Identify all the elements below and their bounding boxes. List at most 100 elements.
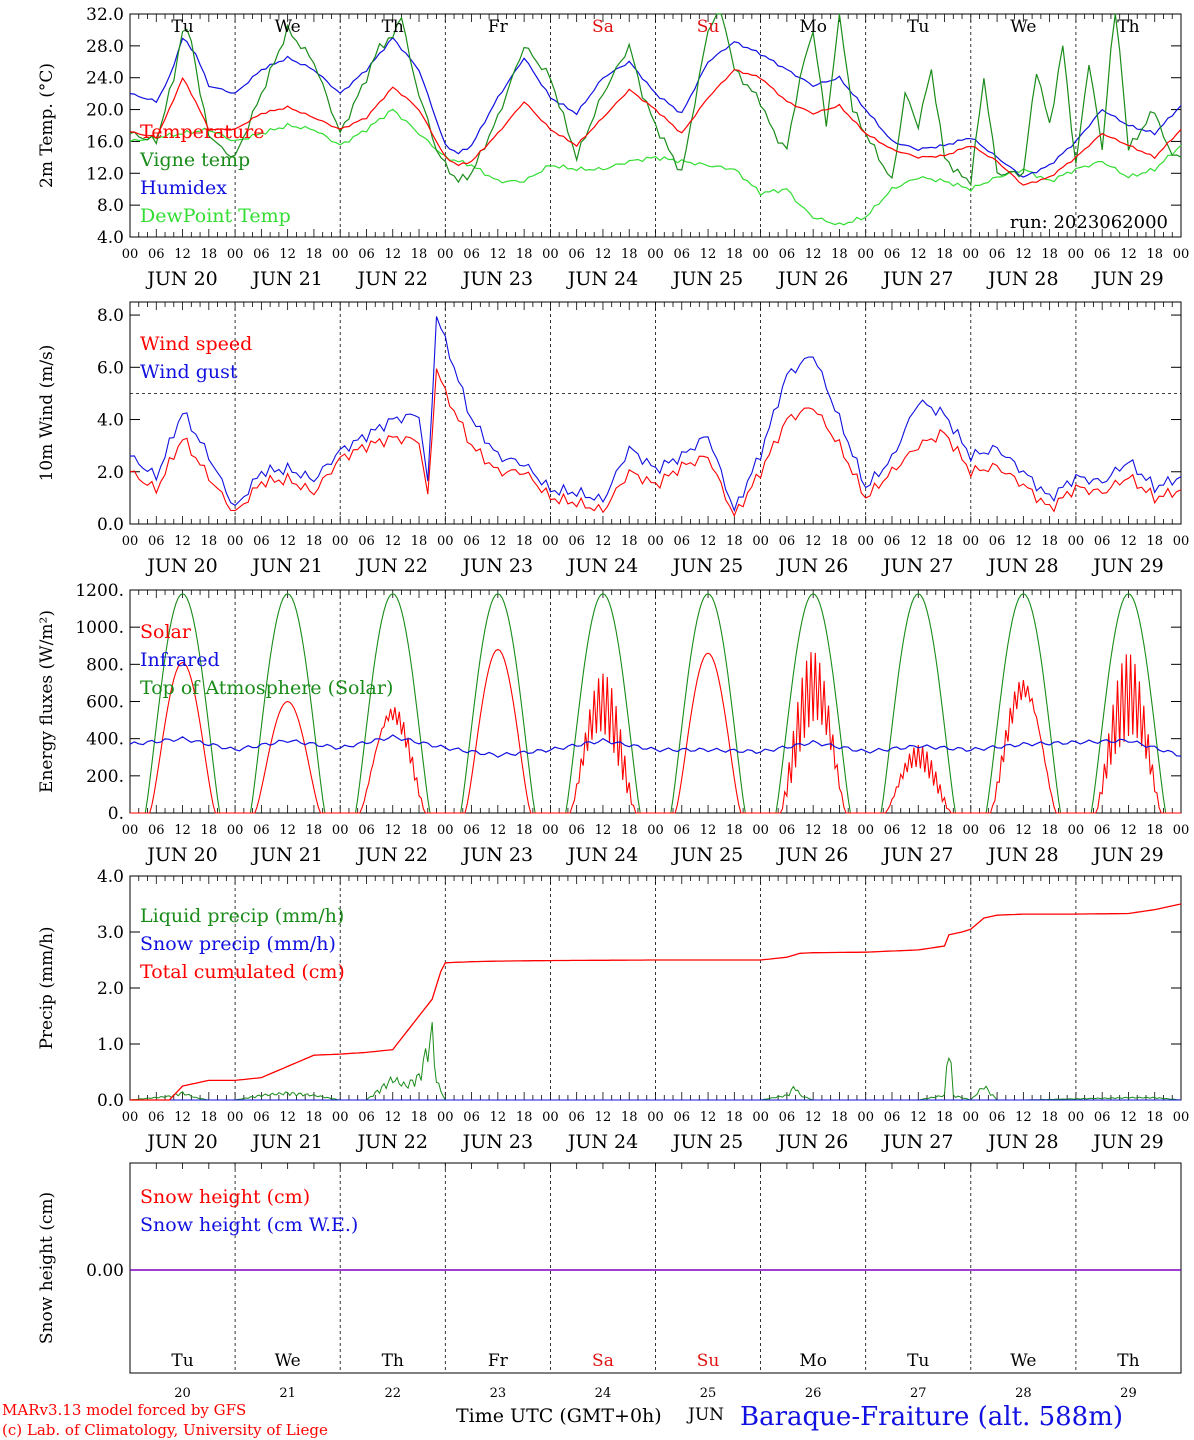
y-tick-label: 1000.	[75, 618, 124, 638]
y-tick-label: 1.0	[97, 1035, 124, 1055]
day-number: 21	[279, 1386, 296, 1401]
hour-tick-label: 06	[148, 534, 165, 549]
hour-tick-label: 12	[384, 247, 401, 262]
hour-tick-label: 18	[1146, 1110, 1163, 1125]
hour-tick-label: 18	[516, 534, 533, 549]
y-tick-label: 4.0	[97, 867, 124, 887]
hour-tick-label: 00	[857, 247, 874, 262]
hour-tick-label: 06	[884, 534, 901, 549]
date-label: JUN 29	[1091, 555, 1163, 577]
hour-tick-label: 06	[674, 247, 691, 262]
hour-tick-label: 18	[621, 1110, 638, 1125]
hour-tick-label: 00	[437, 1110, 454, 1125]
date-label: JUN 24	[566, 1131, 638, 1153]
hour-tick-label: 06	[358, 534, 375, 549]
date-label: JUN 24	[566, 844, 638, 866]
hour-tick-label: 00	[542, 823, 559, 838]
hour-tick-label: 12	[1015, 823, 1032, 838]
hour-tick-label: 18	[726, 1110, 743, 1125]
hour-tick-label: 06	[568, 534, 585, 549]
hour-tick-label: 00	[647, 1110, 664, 1125]
hour-tick-label: 00	[122, 247, 139, 262]
model-credit: MARv3.13 model forced by GFS (c) Lab. of…	[2, 1400, 328, 1440]
hour-tick-label: 12	[910, 534, 927, 549]
hour-tick-label: 06	[989, 247, 1006, 262]
hour-tick-label: 12	[700, 1110, 717, 1125]
date-label: JUN 27	[881, 555, 953, 577]
hour-tick-label: 12	[279, 247, 296, 262]
hour-tick-label: 18	[201, 534, 218, 549]
credit-line: (c) Lab. of Climatology, University of L…	[2, 1421, 328, 1439]
y-axis-label: Energy fluxes (W/m²)	[37, 610, 57, 793]
date-label: JUN 20	[145, 844, 217, 866]
hour-tick-label: 06	[148, 823, 165, 838]
hour-tick-label: 00	[332, 247, 349, 262]
y-tick-label: 0.0	[97, 515, 124, 535]
hour-tick-label: 12	[805, 823, 822, 838]
weekday-label: Sa	[592, 1351, 614, 1371]
series-total-cumulated	[130, 903, 1182, 1101]
hour-tick-label: 00	[1068, 823, 1085, 838]
series-solar	[130, 648, 1181, 814]
hour-tick-label: 00	[963, 534, 980, 549]
hour-tick-label: 18	[411, 247, 428, 262]
weekday-label: Tu	[907, 1351, 929, 1371]
hour-tick-label: 12	[279, 1110, 296, 1125]
hour-tick-label: 18	[621, 534, 638, 549]
hour-tick-label: 00	[1068, 1110, 1085, 1125]
date-label: JUN 26	[776, 555, 848, 577]
date-label: JUN 22	[356, 844, 428, 866]
hour-tick-label: 12	[1015, 247, 1032, 262]
hour-tick-label: 12	[490, 823, 507, 838]
y-tick-label: 12.0	[86, 164, 124, 184]
hour-tick-label: 12	[384, 534, 401, 549]
hour-tick-label: 06	[674, 534, 691, 549]
hour-tick-label: 00	[1173, 823, 1190, 838]
hour-tick-label: 12	[595, 823, 612, 838]
hour-tick-label: 12	[595, 247, 612, 262]
day-number: 25	[700, 1386, 717, 1401]
date-label: JUN 20	[145, 555, 217, 577]
date-label: JUN 23	[461, 268, 533, 290]
hour-tick-label: 00	[227, 247, 244, 262]
y-tick-label: 200.	[86, 767, 124, 787]
series-dewpoint-temp	[129, 108, 1182, 226]
y-axis-label: Precip (mm/h)	[37, 926, 57, 1049]
weekday-label: Tu	[907, 17, 929, 37]
hour-tick-label: 06	[1094, 534, 1111, 549]
weekday-label: We	[1010, 17, 1036, 37]
weekday-label: Th	[1117, 17, 1139, 37]
hour-tick-label: 00	[542, 247, 559, 262]
weekday-label: Tu	[171, 1351, 193, 1371]
hour-tick-label: 18	[621, 823, 638, 838]
hour-tick-label: 06	[779, 247, 796, 262]
y-tick-label: 24.0	[86, 69, 124, 89]
date-label: JUN 21	[250, 268, 322, 290]
hour-tick-label: 00	[227, 823, 244, 838]
hour-tick-label: 06	[989, 823, 1006, 838]
hour-tick-label: 18	[1146, 823, 1163, 838]
y-tick-label: 400.	[86, 730, 124, 750]
date-label: JUN 26	[776, 1131, 848, 1153]
hour-tick-label: 06	[568, 247, 585, 262]
hour-tick-label: 18	[516, 1110, 533, 1125]
date-label: JUN 21	[250, 1131, 322, 1153]
hour-tick-label: 18	[936, 1110, 953, 1125]
hour-tick-label: 18	[726, 247, 743, 262]
day-number: 27	[910, 1386, 927, 1401]
weekday-label: Tu	[171, 17, 193, 37]
legend-humidex: Humidex	[140, 177, 227, 199]
hour-tick-label: 00	[122, 1110, 139, 1125]
hour-tick-label: 00	[332, 823, 349, 838]
hour-tick-label: 18	[411, 534, 428, 549]
date-label: JUN 20	[145, 1131, 217, 1153]
hour-tick-label: 18	[516, 247, 533, 262]
hour-tick-label: 12	[910, 1110, 927, 1125]
legend-wind-gust: Wind gust	[140, 361, 238, 383]
hour-tick-label: 06	[989, 1110, 1006, 1125]
hour-tick-label: 06	[568, 1110, 585, 1125]
weekday-label: Th	[1117, 1351, 1139, 1371]
hour-tick-label: 06	[1094, 1110, 1111, 1125]
y-tick-label: 16.0	[86, 132, 124, 152]
hour-tick-label: 12	[805, 1110, 822, 1125]
